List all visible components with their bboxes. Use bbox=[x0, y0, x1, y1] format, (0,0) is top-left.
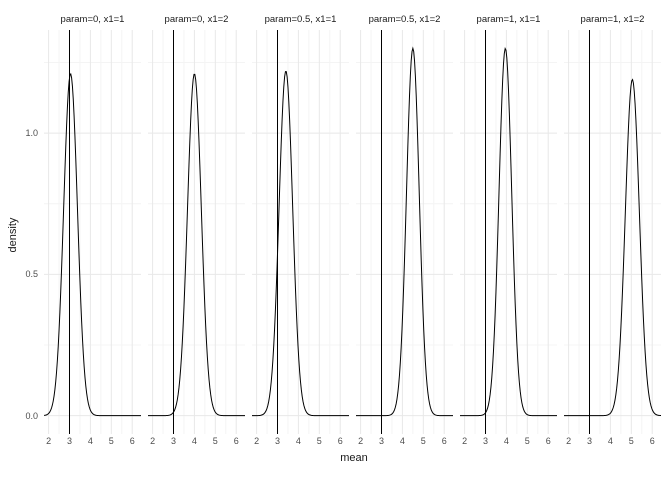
x-tick-label: 2 bbox=[358, 436, 364, 446]
x-tick-label: 2 bbox=[46, 436, 52, 446]
density-curve bbox=[460, 47, 557, 417]
x-axis-tick-labels: 2 3 4 5 6 bbox=[44, 434, 141, 448]
x-tick-label: 5 bbox=[524, 436, 530, 446]
x-tick-label: 3 bbox=[66, 436, 72, 446]
x-tick-label: 6 bbox=[649, 436, 655, 446]
facet: param=0.5, x1=1 2 3 4 5 6 bbox=[252, 8, 349, 448]
x-tick-label: 4 bbox=[191, 436, 197, 446]
x-axis-tick-labels: 2 3 4 5 6 bbox=[460, 434, 557, 448]
x-tick-label: 2 bbox=[150, 436, 156, 446]
x-axis-tick-labels: 2 3 4 5 6 bbox=[356, 434, 453, 448]
density-curve bbox=[356, 46, 453, 417]
x-tick-label: 3 bbox=[274, 436, 280, 446]
x-tick-label: 4 bbox=[399, 436, 405, 446]
x-tick-label: 5 bbox=[316, 436, 322, 446]
x-tick-label: 5 bbox=[108, 436, 114, 446]
density-curve bbox=[44, 72, 141, 417]
x-tick-label: 3 bbox=[170, 436, 176, 446]
x-tick-label: 6 bbox=[337, 436, 343, 446]
x-tick-label: 3 bbox=[586, 436, 592, 446]
facet-strip-label: param=1, x1=2 bbox=[580, 13, 645, 25]
x-axis-title: mean bbox=[340, 452, 368, 464]
facet-panel-plot bbox=[564, 30, 661, 434]
x-tick-label: 3 bbox=[378, 436, 384, 446]
x-tick-label: 5 bbox=[628, 436, 634, 446]
facet: param=1, x1=2 2 3 4 5 6 bbox=[564, 8, 661, 448]
x-tick-label: 6 bbox=[545, 436, 551, 446]
y-tick-label: 1.0 bbox=[25, 128, 38, 139]
facet-panel-plot bbox=[460, 30, 557, 434]
x-tick-label: 3 bbox=[482, 436, 488, 446]
x-tick-label: 5 bbox=[420, 436, 426, 446]
x-tick-label: 2 bbox=[566, 436, 572, 446]
facet: param=0, x1=1 2 3 4 5 6 bbox=[44, 8, 141, 448]
facet-strip-label: param=0, x1=1 bbox=[60, 13, 125, 25]
facet-panel-plot bbox=[44, 30, 141, 434]
density-curve bbox=[252, 71, 349, 417]
facet: param=1, x1=1 2 3 4 5 6 bbox=[460, 8, 557, 448]
x-tick-label: 4 bbox=[87, 436, 93, 446]
facet-panel-plot bbox=[356, 30, 453, 434]
x-tick-label: 4 bbox=[607, 436, 613, 446]
facet: param=0.5, x1=2 2 3 4 5 6 bbox=[356, 8, 453, 448]
x-tick-label: 2 bbox=[462, 436, 468, 446]
x-tick-label: 2 bbox=[254, 436, 260, 446]
facet-strip-label: param=0.5, x1=1 bbox=[264, 13, 337, 25]
x-axis-tick-labels: 2 3 4 5 6 bbox=[252, 434, 349, 448]
facet: param=0, x1=2 2 3 4 5 6 bbox=[148, 8, 245, 448]
facet-strip-label: param=0, x1=2 bbox=[164, 13, 229, 25]
y-axis-title: density bbox=[7, 217, 19, 253]
density-curve bbox=[148, 73, 245, 417]
facet-panel-plot bbox=[148, 30, 245, 434]
x-tick-label: 6 bbox=[233, 436, 239, 446]
x-tick-label: 6 bbox=[441, 436, 447, 446]
x-axis-tick-labels: 2 3 4 5 6 bbox=[564, 434, 661, 448]
x-tick-label: 6 bbox=[129, 436, 135, 446]
y-tick-label: 0.0 bbox=[25, 410, 38, 421]
x-tick-label: 4 bbox=[503, 436, 509, 446]
facet-panel-plot bbox=[252, 30, 349, 434]
x-axis-tick-labels: 2 3 4 5 6 bbox=[148, 434, 245, 448]
facet-strip-label: param=1, x1=1 bbox=[476, 13, 541, 25]
x-tick-label: 4 bbox=[295, 436, 301, 446]
x-tick-label: 5 bbox=[212, 436, 218, 446]
facet-strip-label: param=0.5, x1=2 bbox=[368, 13, 441, 25]
facet-panels: param=0, x1=1 2 3 4 5 6 param=0, x1=2 2 3 4 5 6 para… bbox=[44, 8, 661, 448]
y-tick-label: 0.5 bbox=[25, 269, 38, 280]
density-curve bbox=[564, 78, 661, 417]
